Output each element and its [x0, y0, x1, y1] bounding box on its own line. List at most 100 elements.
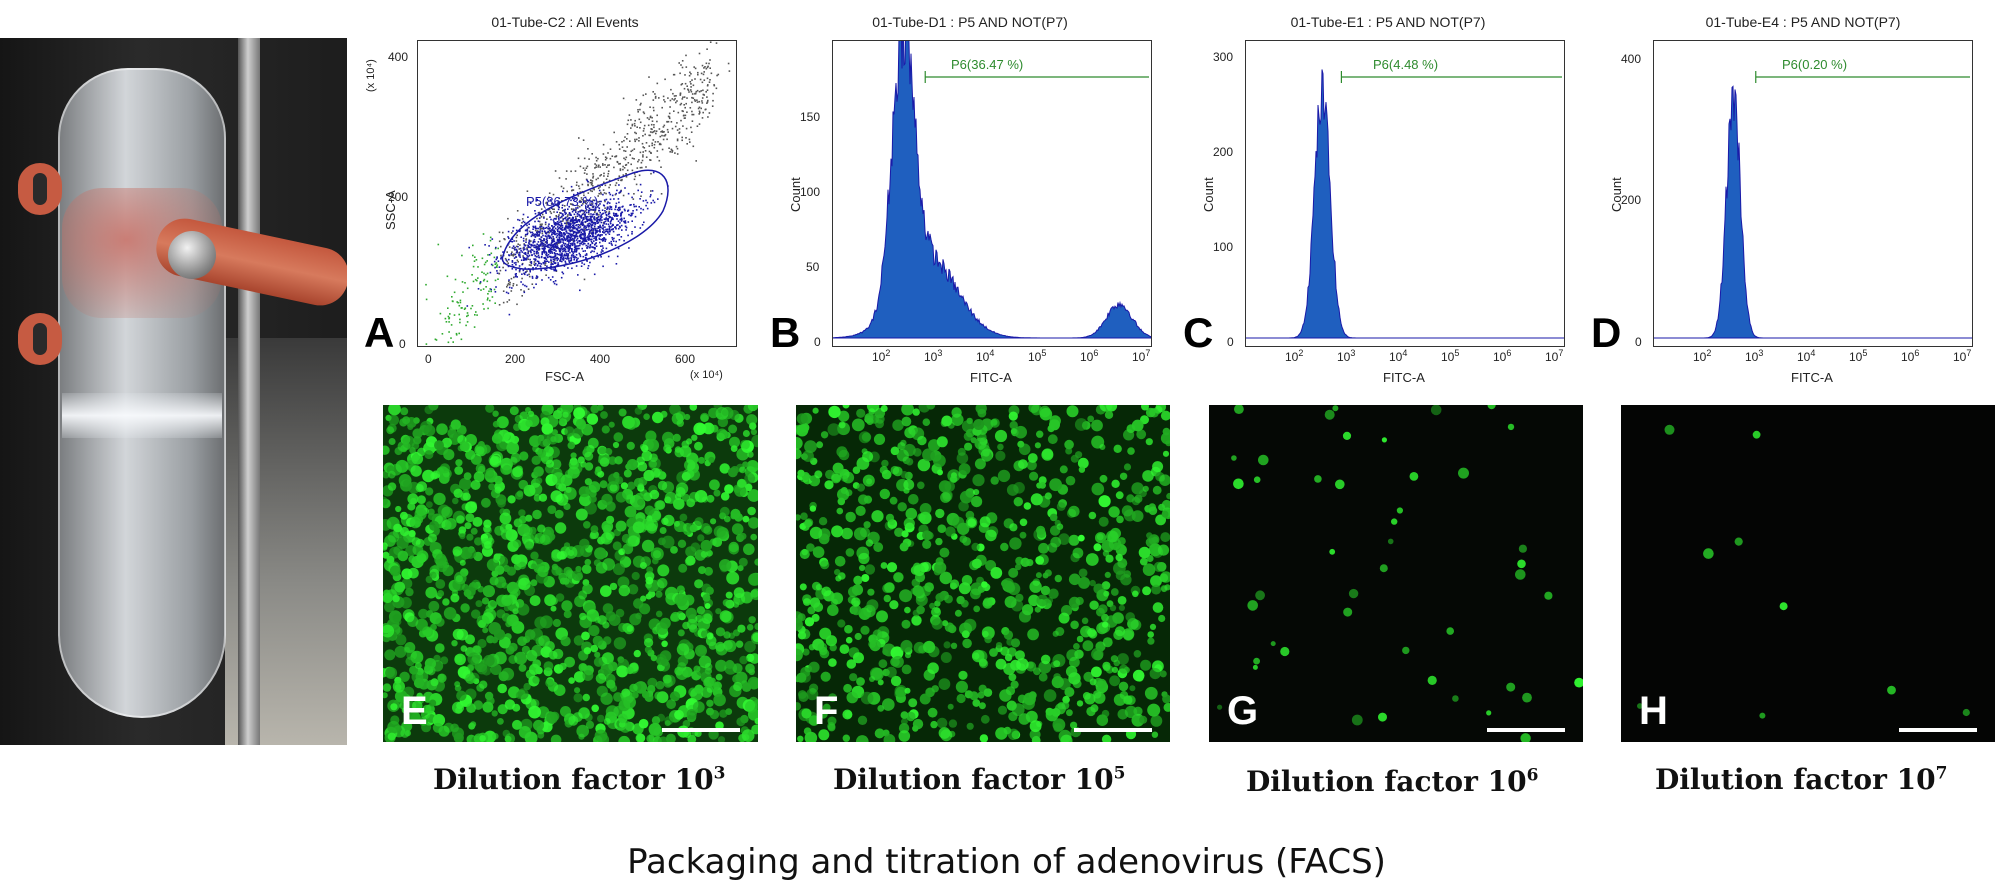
fluorescent-cell — [626, 666, 634, 675]
scatter-dot — [631, 124, 634, 127]
scatter-dot — [554, 269, 556, 271]
fluorescent-cell — [1159, 474, 1170, 486]
scatter-dot — [549, 252, 551, 254]
fluorescent-cell — [666, 699, 676, 710]
scatter-dot — [466, 321, 469, 323]
fluorescent-cell — [437, 673, 447, 683]
scatter-dot — [694, 92, 697, 95]
scatter-dot — [680, 119, 682, 122]
scatter-dot — [532, 244, 534, 247]
scatter-dot — [567, 255, 569, 258]
scatter-dot — [477, 288, 480, 290]
scatter-dot — [680, 64, 682, 66]
fluorescent-cell — [997, 705, 1008, 715]
scatter-dot — [516, 210, 519, 212]
scatter-dot — [552, 268, 554, 270]
scatter-dot — [682, 114, 685, 117]
scatter-dot — [631, 214, 633, 216]
scatter-dot — [618, 175, 621, 177]
fluorescent-cell — [1164, 584, 1170, 591]
scatter-dot — [617, 206, 620, 209]
scatter-dot — [560, 224, 562, 227]
scatter-dot — [653, 124, 655, 126]
scatter-dot — [554, 222, 557, 224]
fluorescent-cell — [807, 606, 816, 615]
scatter-dot — [519, 268, 521, 271]
fluorescent-cell — [747, 489, 758, 502]
fluorescent-cell — [1125, 612, 1135, 622]
y-tick: 0 — [814, 335, 821, 349]
fluorescent-cell — [890, 646, 904, 660]
fluorescent-cell — [463, 472, 472, 480]
scatter-dot — [493, 288, 496, 291]
scatter-dot — [686, 143, 688, 145]
scatter-dot — [577, 247, 579, 250]
scatter-dot — [631, 231, 633, 233]
fluorescent-cell — [1043, 689, 1057, 702]
fluorescent-cell — [504, 733, 516, 742]
scatter-dot — [624, 136, 626, 138]
fluorescent-cell — [974, 458, 986, 470]
fluorescent-cell — [1145, 438, 1153, 446]
fluorescent-cell — [1258, 454, 1269, 466]
scatter-dot — [679, 93, 682, 95]
scatter-dot — [573, 246, 576, 248]
scatter-dot — [620, 212, 623, 215]
fluorescent-cell — [995, 642, 1003, 649]
scatter-dot — [578, 205, 581, 208]
scatter-dot — [570, 257, 572, 259]
scatter-dot — [545, 235, 547, 238]
scatter-dot — [707, 99, 709, 102]
scatter-dot — [623, 157, 625, 160]
scatter-dot — [593, 257, 595, 260]
fluorescent-cell — [514, 651, 528, 665]
scatter-dot — [598, 209, 601, 212]
scatter-dot — [621, 206, 623, 208]
histogram-fill — [832, 4, 1152, 339]
fluorescent-cell — [708, 407, 719, 419]
scatter-dot — [557, 205, 560, 208]
scatter-dot — [604, 218, 607, 220]
scatter-dot — [584, 220, 587, 223]
scatter-dot — [547, 245, 549, 247]
scatter-dot — [594, 223, 596, 226]
scatter-dot — [693, 99, 696, 101]
scatter-dot — [559, 250, 561, 253]
scatter-dot — [593, 240, 595, 242]
scatter-dot — [597, 226, 600, 228]
scatter-dot — [567, 238, 569, 240]
scatter-dot — [540, 236, 543, 238]
scatter-dot — [456, 301, 458, 303]
scatter-dot — [539, 214, 542, 217]
scatter-dot — [573, 257, 576, 259]
fluorescent-cell — [537, 731, 545, 739]
fluorescent-cell — [1149, 668, 1161, 680]
scatter-dot — [542, 239, 545, 242]
micrograph-g: G — [1209, 405, 1583, 742]
fluorescent-cell — [1015, 593, 1024, 602]
scatter-dot — [586, 179, 588, 182]
fluorescent-cell — [926, 405, 936, 410]
fluorescent-cell — [573, 635, 585, 646]
fluorescent-cell — [694, 441, 703, 451]
fluorescent-cell — [657, 480, 668, 491]
scatter-dot — [553, 262, 556, 264]
fluorescent-cell — [412, 700, 423, 712]
scatter-dot — [573, 199, 575, 202]
scatter-dot — [645, 204, 647, 207]
scatter-dot — [564, 228, 566, 230]
scatter-dot — [604, 156, 607, 158]
scatter-dot — [519, 247, 522, 250]
fluorescent-cell — [719, 506, 730, 517]
scatter-dot — [681, 98, 684, 100]
fluorescent-cell — [390, 703, 398, 711]
scatter-dot — [698, 52, 701, 55]
fluorescent-cell — [384, 601, 395, 613]
scatter-dot — [572, 251, 574, 253]
scatter-dot — [548, 261, 550, 263]
scatter-dot — [709, 67, 711, 69]
fluorescent-cell — [894, 527, 904, 537]
scatter-dot — [579, 224, 581, 226]
fluorescent-cell — [1064, 439, 1074, 450]
scatter-dot — [675, 101, 677, 104]
